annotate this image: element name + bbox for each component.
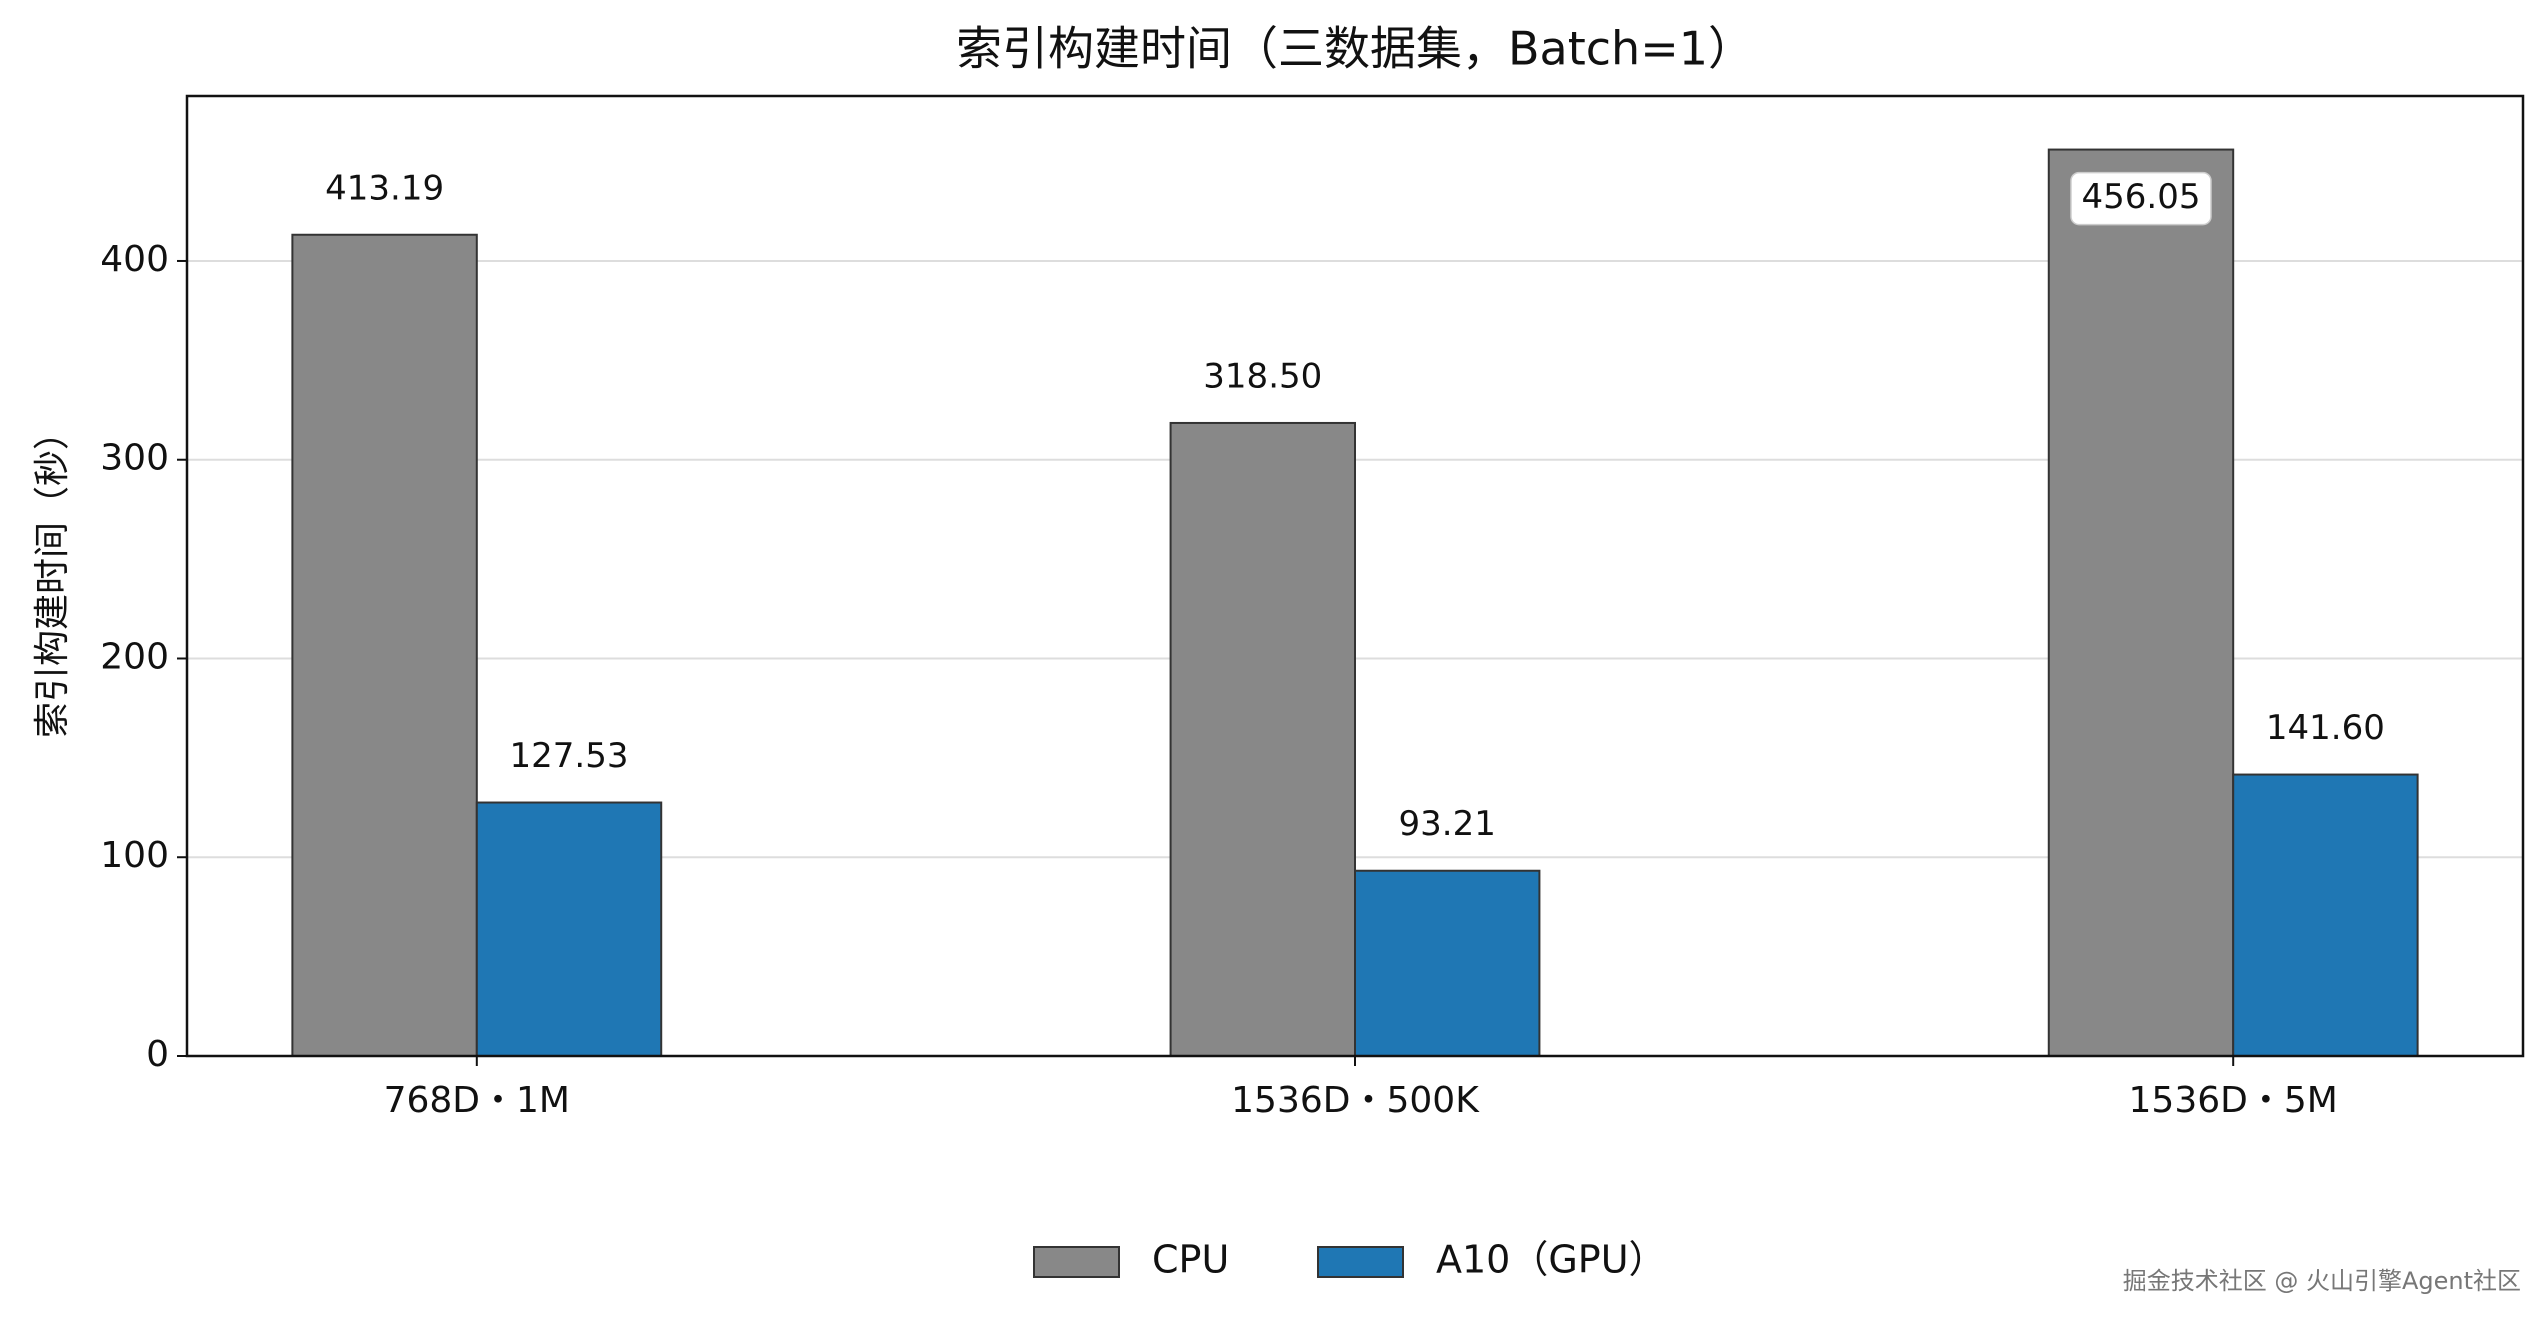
legend-swatch (1033, 1246, 1120, 1278)
watermark: 掘金技术社区 @ 火山引擎Agent社区 (2123, 1267, 2521, 1295)
bar (2232, 773, 2419, 1057)
value-label: 127.53 (510, 736, 629, 776)
y-tick-label: 300 (100, 438, 169, 479)
bar (475, 801, 663, 1057)
legend-swatch (1317, 1246, 1404, 1278)
value-label: 141.60 (2266, 708, 2385, 748)
legend-label: CPU (1152, 1238, 1229, 1282)
value-label: 93.21 (1399, 804, 1496, 844)
x-tick-label: 768D・1M (384, 1080, 570, 1121)
bar (291, 233, 478, 1057)
value-label-box (2070, 171, 2212, 226)
legend-label: A10（GPU） (1436, 1238, 1667, 1282)
y-tick-label: 400 (100, 239, 169, 280)
value-label: 456.05 (2082, 177, 2201, 217)
bar (1354, 869, 1541, 1058)
y-tick-label: 200 (100, 636, 169, 677)
y-tick-label: 100 (100, 835, 169, 876)
chart-title: 索引构建时间（三数据集，Batch=1） (956, 22, 1754, 76)
bar (2047, 148, 2235, 1057)
plot-frame (185, 94, 2525, 1058)
bar (1169, 421, 1357, 1057)
value-label: 318.50 (1203, 356, 1322, 396)
x-tick-label: 1536D・5M (2129, 1080, 2338, 1121)
y-tick-label: 0 (146, 1034, 169, 1075)
x-tick-label: 1536D・500K (1231, 1080, 1480, 1121)
value-label: 413.19 (325, 168, 444, 208)
y-axis-label: 索引构建时间（秒） (32, 414, 73, 738)
